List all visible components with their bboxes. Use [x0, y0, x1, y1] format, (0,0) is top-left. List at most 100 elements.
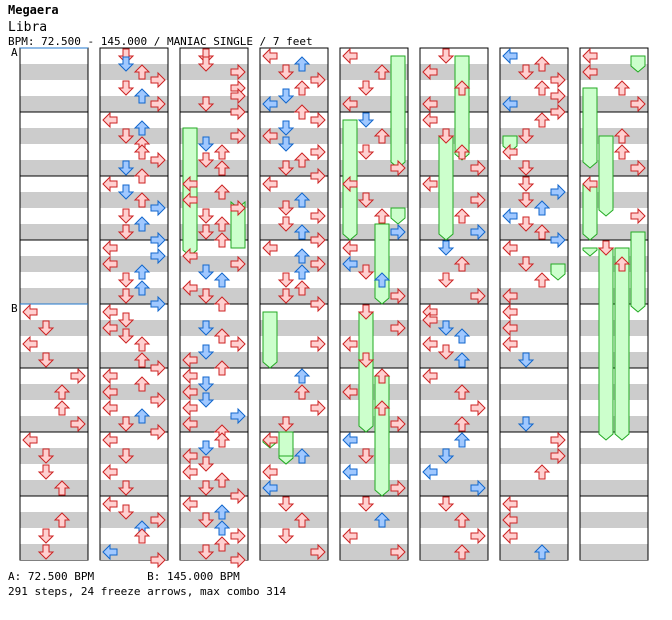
- step-arrow: [310, 207, 326, 225]
- step-arrow: [117, 328, 135, 344]
- step-arrow: [53, 480, 71, 496]
- step-arrow: [150, 391, 166, 409]
- beat-stripe: [260, 160, 328, 176]
- step-arrow: [213, 328, 231, 344]
- step-arrow: [550, 71, 566, 89]
- beat-stripe: [100, 288, 168, 304]
- beat-stripe: [580, 384, 648, 400]
- step-arrow: [533, 80, 551, 96]
- song-info: BPM: 72.500 - 145.000 / MANIAC SINGLE / …: [8, 35, 313, 48]
- step-arrow: [293, 280, 311, 296]
- step-arrow: [102, 431, 118, 449]
- beat-stripe: [180, 288, 248, 304]
- step-arrow: [37, 544, 55, 560]
- step-arrow: [277, 528, 295, 544]
- step-arrow: [117, 80, 135, 96]
- beat-stripe: [180, 320, 248, 336]
- step-arrow: [422, 111, 438, 129]
- beat-stripe: [500, 320, 568, 336]
- step-arrow: [230, 255, 246, 273]
- beat-stripe: [420, 128, 488, 144]
- step-arrow: [502, 303, 518, 321]
- step-arrow: [262, 95, 278, 113]
- step-arrow: [293, 224, 311, 240]
- step-arrow: [197, 544, 215, 560]
- freeze-arrow: [278, 455, 294, 465]
- step-arrow: [102, 367, 118, 385]
- beat-stripe: [20, 448, 88, 464]
- step-arrow: [613, 80, 631, 96]
- step-arrow: [197, 136, 215, 152]
- beat-stripe: [420, 448, 488, 464]
- beat-stripe: [580, 352, 648, 368]
- step-arrow: [277, 496, 295, 512]
- step-arrow: [533, 544, 551, 560]
- beat-stripe: [100, 224, 168, 240]
- step-arrow: [133, 376, 151, 392]
- step-arrow: [502, 495, 518, 513]
- beat-stripe: [260, 416, 328, 432]
- step-arrow: [182, 447, 198, 465]
- beat-stripe: [500, 512, 568, 528]
- beat-stripe: [180, 352, 248, 368]
- step-arrow: [517, 176, 535, 192]
- beat-stripe: [20, 96, 88, 112]
- step-arrow: [133, 144, 151, 160]
- beat-stripe: [260, 288, 328, 304]
- step-arrow: [293, 368, 311, 384]
- beat-stripe: [500, 448, 568, 464]
- step-arrow: [293, 104, 311, 120]
- step-arrow: [230, 527, 246, 545]
- step-arrow: [117, 56, 135, 72]
- beat-stripe: [420, 224, 488, 240]
- step-arrow: [550, 87, 566, 105]
- step-arrow: [502, 239, 518, 257]
- beat-stripe: [100, 480, 168, 496]
- beat-stripe: [20, 480, 88, 496]
- step-arrow: [550, 447, 566, 465]
- step-arrow: [133, 352, 151, 368]
- step-arrow: [293, 448, 311, 464]
- step-arrow: [213, 216, 231, 232]
- freeze-arrow: [438, 135, 454, 241]
- step-arrow: [550, 183, 566, 201]
- step-arrow: [437, 496, 455, 512]
- step-arrow: [550, 103, 566, 121]
- step-arrow: [182, 191, 198, 209]
- beat-stripe: [420, 352, 488, 368]
- freeze-arrow: [598, 135, 614, 217]
- step-arrow: [517, 256, 535, 272]
- step-arrow: [550, 231, 566, 249]
- step-arrow: [133, 120, 151, 136]
- beat-stripe: [340, 384, 408, 400]
- step-arrow: [373, 400, 391, 416]
- step-arrow: [357, 352, 375, 368]
- step-arrow: [230, 87, 246, 105]
- beat-stripe: [420, 64, 488, 80]
- beat-stripe: [340, 448, 408, 464]
- step-arrow: [150, 231, 166, 249]
- beat-stripe: [100, 256, 168, 272]
- step-arrow: [453, 328, 471, 344]
- step-arrow: [293, 80, 311, 96]
- step-arrow: [502, 143, 518, 161]
- step-arrow: [422, 367, 438, 385]
- beat-stripe: [340, 288, 408, 304]
- step-arrow: [102, 383, 118, 401]
- beat-stripe: [100, 192, 168, 208]
- beat-stripe: [100, 320, 168, 336]
- step-arrow: [70, 415, 86, 433]
- step-arrow: [310, 335, 326, 353]
- freeze-arrow: [390, 55, 406, 169]
- freeze-arrow: [550, 263, 566, 281]
- beat-stripe: [260, 384, 328, 400]
- freeze-arrow: [630, 55, 646, 73]
- beat-stripe: [20, 544, 88, 560]
- step-arrow: [213, 296, 231, 312]
- step-arrow: [133, 264, 151, 280]
- step-arrow: [517, 192, 535, 208]
- step-arrow: [470, 159, 486, 177]
- freeze-arrow: [262, 311, 278, 369]
- beat-stripe: [20, 384, 88, 400]
- step-arrow: [213, 472, 231, 488]
